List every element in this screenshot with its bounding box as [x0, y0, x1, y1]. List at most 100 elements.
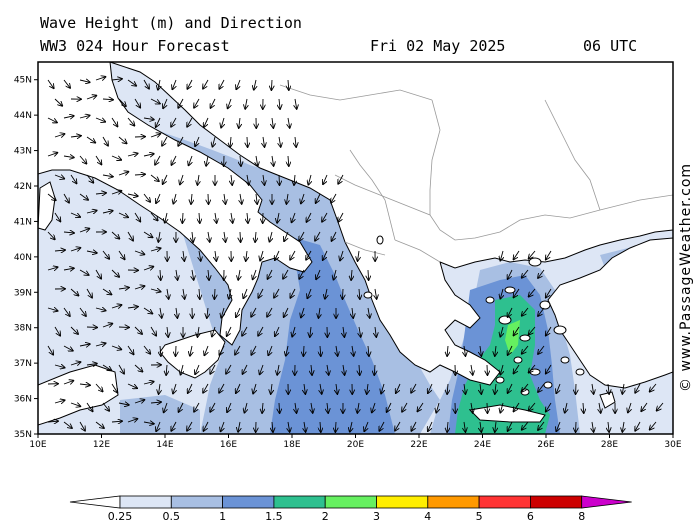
wave-arrow: [352, 345, 354, 356]
wave-arrow: [256, 155, 258, 166]
wave-arrow: [316, 269, 321, 279]
wave-arrow: [240, 155, 241, 166]
wave-arrow: [260, 250, 263, 261]
wave-arrow: [236, 79, 240, 89]
wave-arrow: [251, 345, 257, 355]
wave-arrow: [111, 231, 119, 239]
wave-arrow: [592, 383, 594, 394]
wave-arrow: [368, 307, 370, 318]
wave-arrow: [538, 345, 545, 354]
wave-arrow: [358, 250, 359, 261]
wave-arrow: [95, 155, 101, 164]
wave-arrow: [288, 79, 289, 90]
wave-arrow: [199, 212, 200, 223]
wave-arrow: [63, 232, 74, 233]
wave-arrow: [335, 421, 336, 432]
wave-arrow: [79, 229, 89, 232]
wave-arrow: [546, 250, 552, 260]
wave-arrow: [320, 421, 321, 432]
lat-label: 37N: [14, 359, 32, 369]
wave-arrow: [247, 136, 248, 147]
wave-arrow: [86, 96, 96, 99]
wave-arrow: [235, 345, 241, 355]
wave-arrow: [238, 421, 240, 432]
wave-arrow: [272, 117, 273, 128]
wave-arrow: [63, 381, 73, 384]
lat-label: 43N: [14, 147, 32, 157]
wave-arrow: [599, 402, 601, 413]
legend-arrow-left: [69, 495, 121, 509]
wave-arrow: [143, 307, 152, 314]
wave-arrow: [118, 98, 126, 106]
wave-arrow: [167, 326, 168, 337]
wave-arrow: [338, 174, 344, 184]
wave-arrow: [47, 231, 55, 239]
wave-arrow: [118, 403, 129, 405]
wave-arrow: [166, 364, 167, 375]
wave-arrow: [350, 421, 352, 432]
wave-arrow: [522, 421, 529, 430]
wave-arrow: [508, 269, 513, 279]
legend-label: 0.5: [163, 510, 181, 523]
wave-arrow: [428, 421, 433, 431]
wave-arrow: [327, 364, 329, 375]
wave-arrow: [244, 402, 247, 413]
wave-arrow: [102, 175, 113, 177]
wave-arrow: [134, 212, 140, 221]
wave-arrow: [219, 383, 225, 393]
wave-arrow: [150, 402, 161, 403]
wave-arrow: [118, 212, 128, 217]
wave-arrow: [86, 174, 93, 183]
wave-arrow: [208, 269, 209, 280]
wave-arrow: [150, 289, 161, 292]
wave-arrow: [212, 136, 215, 147]
wave-arrow: [274, 288, 280, 298]
wave-arrow: [428, 383, 433, 393]
wave-arrow: [47, 117, 57, 122]
wave-arrow: [396, 383, 401, 393]
wave-arrow: [167, 288, 169, 299]
wave-arrow: [275, 326, 280, 336]
legend-label: 0.25: [108, 510, 133, 523]
wave-arrow: [242, 326, 248, 336]
wave-arrow: [495, 345, 496, 356]
wave-arrow: [143, 193, 150, 202]
legend-label: 3: [373, 510, 380, 523]
wave-arrow: [322, 212, 328, 222]
wave-arrow: [79, 307, 86, 316]
wave-arrow: [508, 307, 513, 317]
wave-arrow: [172, 79, 176, 89]
wave-arrow: [320, 345, 321, 356]
wave-arrow: [556, 383, 560, 393]
wave-arrow: [402, 402, 408, 412]
wave-arrow: [118, 250, 125, 259]
wave-arrow: [514, 364, 520, 373]
wave-arrow: [336, 345, 338, 356]
wave-arrow: [95, 269, 101, 279]
wave-arrow: [272, 421, 273, 432]
wave-arrow: [95, 193, 106, 194]
wave-arrow: [134, 251, 144, 254]
wave-arrow: [194, 402, 200, 412]
wave-arrow: [243, 288, 247, 298]
wave-arrow: [375, 326, 376, 337]
wave-arrow: [70, 362, 81, 365]
wave-arrow: [95, 118, 105, 122]
wave-arrow: [263, 174, 264, 185]
wave-arrow: [215, 250, 216, 261]
lon-label: 16E: [220, 440, 237, 450]
wave-arrow: [214, 288, 215, 299]
legend-swatch: [119, 495, 172, 509]
wave-arrow: [240, 193, 242, 204]
wave-arrow: [294, 174, 295, 185]
wave-arrow: [304, 421, 306, 432]
wave-arrow: [500, 402, 503, 413]
wave-arrow: [111, 346, 121, 349]
legend-swatch: [170, 495, 224, 509]
wave-arrow: [471, 364, 473, 375]
lon-label: 14E: [156, 440, 173, 450]
wave-arrow: [635, 383, 641, 393]
wave-arrow: [292, 326, 295, 337]
wave-arrow: [238, 269, 240, 280]
legend-label: 6: [527, 510, 534, 523]
